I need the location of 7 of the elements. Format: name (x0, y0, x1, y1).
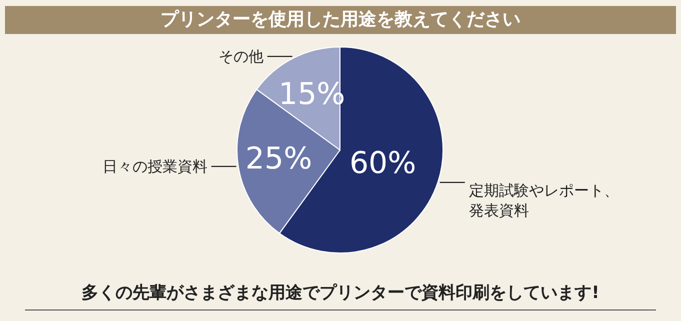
chart-title: プリンターを使用した用途を教えてください (160, 9, 520, 30)
slice-label: 定期試験やレポート、発表資料 (468, 181, 619, 220)
text: 多くの先輩がさまざまな用途でプリンターで資料印刷をしています! (82, 283, 600, 303)
slice-label: 日々の授業資料 (102, 157, 208, 176)
slice-label: その他 (218, 47, 264, 66)
data-label: 60% (349, 146, 416, 181)
data-label: 25% (245, 142, 312, 177)
